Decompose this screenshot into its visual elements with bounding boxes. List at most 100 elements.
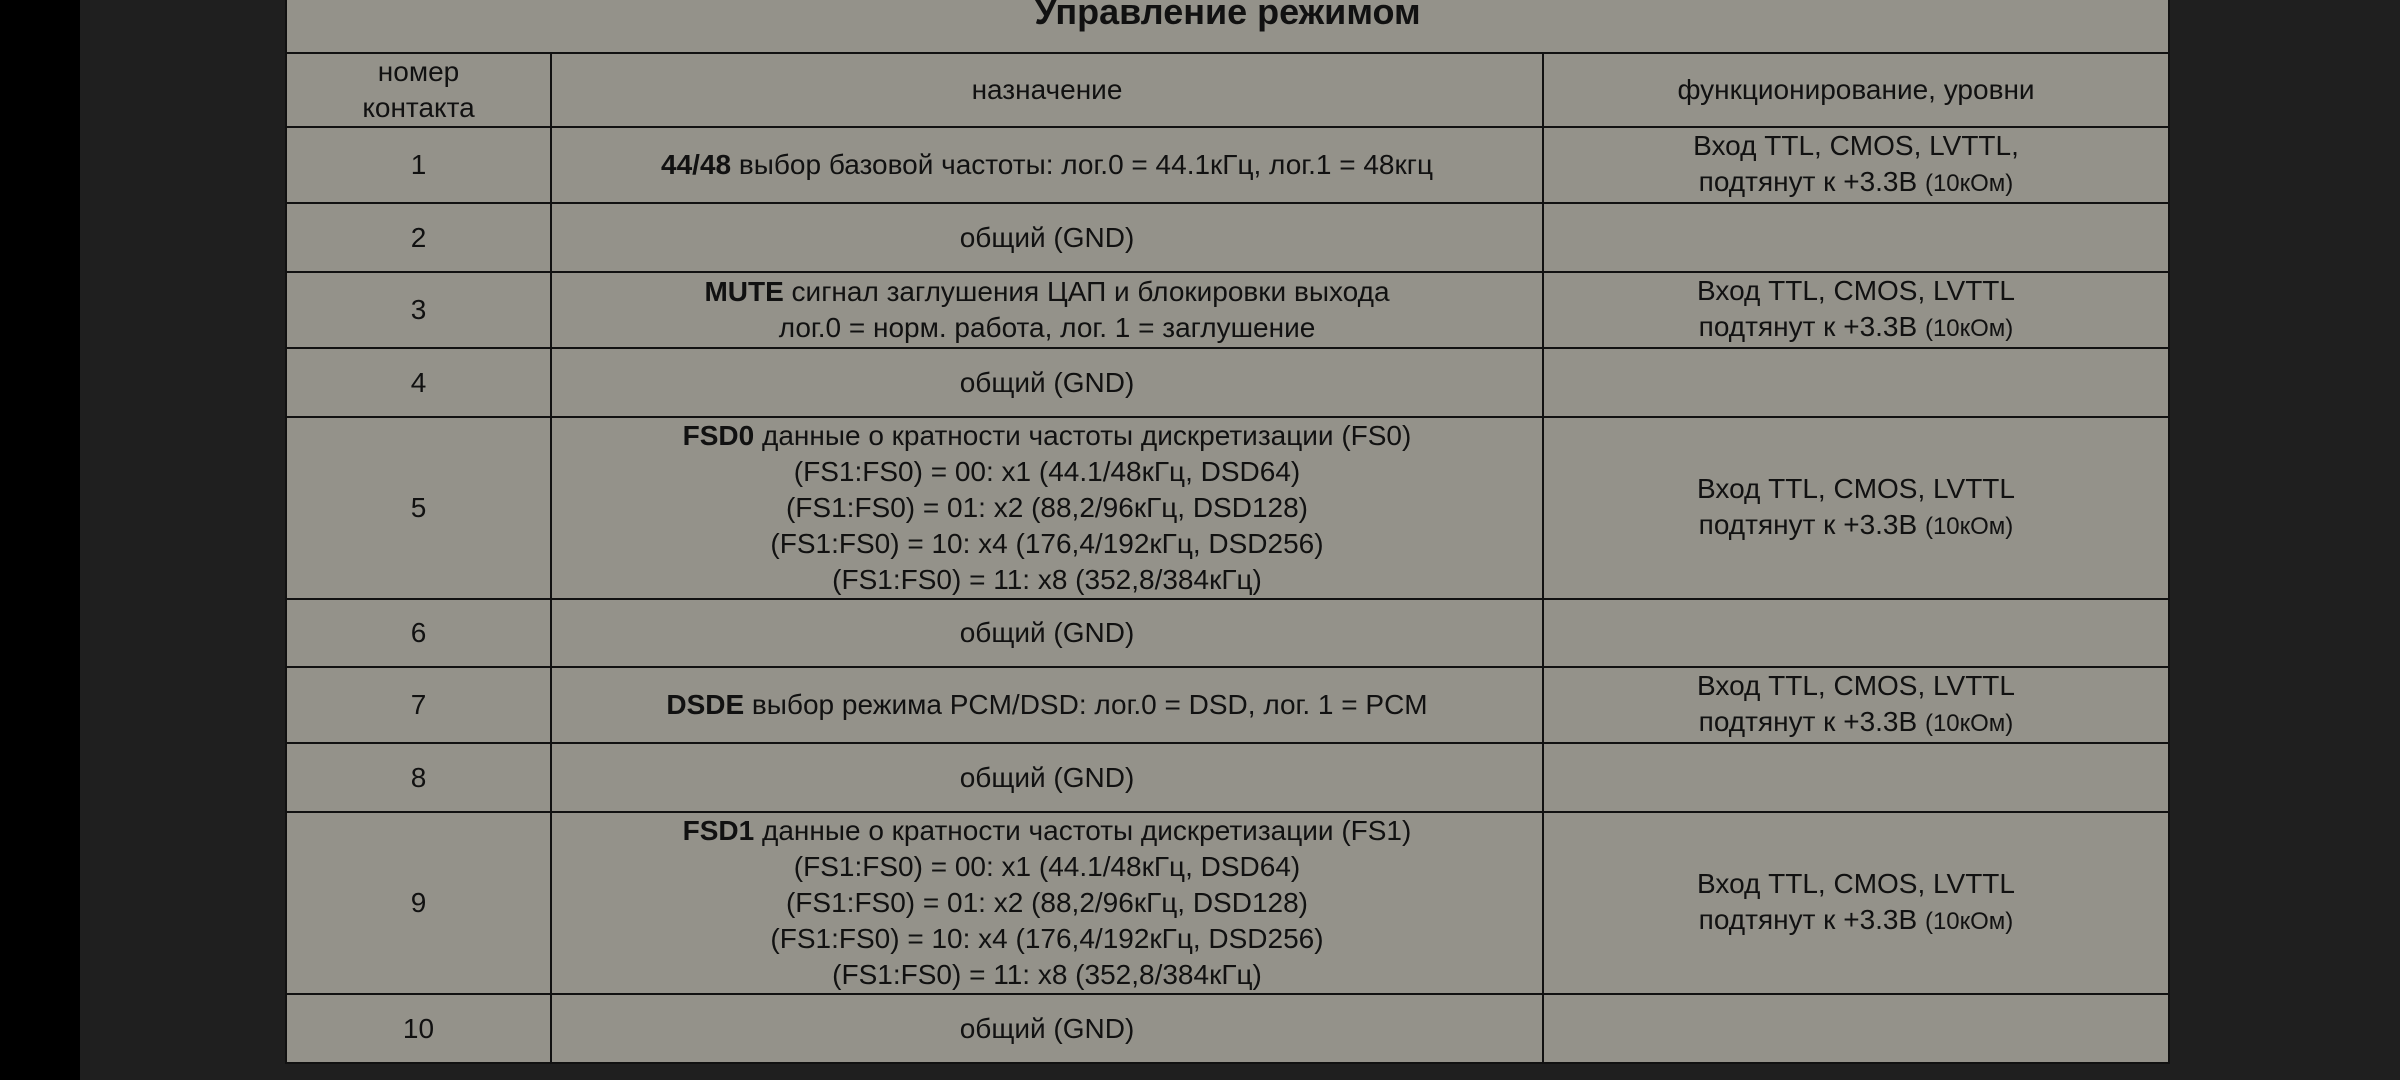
purpose-cell: MUTE сигнал заглушения ЦАП и блокировки … <box>550 271 1544 349</box>
purpose-line: общий (GND) <box>558 220 1536 256</box>
mode-control-table-sheet: Управление режимом номер контакта назнач… <box>285 0 2170 1064</box>
pin-number: 2 <box>287 202 552 273</box>
function-cell: Вход TTL, CMOS, LVTTL подтянут к +3.3В (… <box>1542 811 2168 995</box>
pin-table: номер контакта назначение функционирован… <box>287 54 2168 1062</box>
resistor-value: (10кОм) <box>1924 513 2014 540</box>
header-pin-line: контакта <box>362 92 475 123</box>
table-row: 1 44/48 выбор базовой частоты: лог.0 = 4… <box>287 126 2168 204</box>
signal-name: FSD0 <box>682 420 755 451</box>
function-line: подтянут к +3.3В (10кОм) <box>1550 164 2162 202</box>
purpose-line: лог.0 = норм. работа, лог. 1 = заглушени… <box>558 310 1536 346</box>
purpose-text: выбор режима PCM/DSD: лог.0 = DSD, лог. … <box>744 689 1428 720</box>
header-function: функционирование, уровни <box>1542 54 2168 128</box>
function-cell: Вход TTL, CMOS, LVTTL подтянут к +3.3В (… <box>1542 666 2168 744</box>
pin-number: 1 <box>287 126 552 204</box>
table-row: 2 общий (GND) <box>287 202 2168 273</box>
purpose-line: общий (GND) <box>558 365 1536 401</box>
purpose-line: (FS1:FS0) = 01: x2 (88,2/96кГц, DSD128) <box>558 490 1536 526</box>
purpose-line: общий (GND) <box>558 615 1536 651</box>
function-cell: Вход TTL, CMOS, LVTTL подтянут к +3.3В (… <box>1542 416 2168 600</box>
pin-number: 4 <box>287 347 552 418</box>
header-purpose: назначение <box>550 54 1544 128</box>
purpose-text: (FS1:FS0) = 01: x2 (88,2/96кГц, DSD128) <box>785 887 1308 918</box>
signal-name: MUTE <box>704 276 784 307</box>
purpose-cell: общий (GND) <box>550 993 1544 1062</box>
purpose-text: (FS1:FS0) = 11: x8 (352,8/384кГц) <box>832 564 1262 595</box>
purpose-line: MUTE сигнал заглушения ЦАП и блокировки … <box>558 274 1536 310</box>
purpose-text: лог.0 = норм. работа, лог. 1 = заглушени… <box>778 312 1316 343</box>
purpose-line: (FS1:FS0) = 11: x8 (352,8/384кГц) <box>558 562 1536 598</box>
pin-number: 10 <box>287 993 552 1062</box>
pin-number: 6 <box>287 598 552 668</box>
purpose-line: (FS1:FS0) = 00: x1 (44.1/48кГц, DSD64) <box>558 849 1536 885</box>
purpose-cell: DSDE выбор режима PCM/DSD: лог.0 = DSD, … <box>550 666 1544 744</box>
purpose-cell: 44/48 выбор базовой частоты: лог.0 = 44.… <box>550 126 1544 204</box>
function-cell <box>1542 742 2168 813</box>
purpose-text: общий (GND) <box>959 761 1135 793</box>
function-line: Вход TTL, CMOS, LVTTL <box>1697 473 2015 504</box>
purpose-text: (FS1:FS0) = 10: x4 (176,4/192кГц, DSD256… <box>770 528 1324 559</box>
table-row: 4 общий (GND) <box>287 347 2168 418</box>
function-line: Вход TTL, CMOS, LVTTL <box>1697 275 2015 306</box>
purpose-line: (FS1:FS0) = 11: x8 (352,8/384кГц) <box>558 957 1536 993</box>
signal-name: 44/48 <box>661 149 732 180</box>
pullup-text: подтянут к +3.3В <box>1698 311 1925 342</box>
purpose-text: общий (GND) <box>959 366 1135 398</box>
pin-number: 9 <box>287 811 552 995</box>
purpose-line: FSD1 данные о кратности частоты дискрети… <box>558 813 1536 849</box>
purpose-cell: FSD0 данные о кратности частоты дискрети… <box>550 416 1544 600</box>
function-line: подтянут к +3.3В (10кОм) <box>1550 902 2162 940</box>
pullup-text: подтянут к +3.3В <box>1698 166 1925 197</box>
purpose-line: 44/48 выбор базовой частоты: лог.0 = 44.… <box>558 147 1536 183</box>
function-cell <box>1542 347 2168 418</box>
purpose-line: общий (GND) <box>558 760 1536 796</box>
signal-name: DSDE <box>666 689 745 720</box>
table-row: 10 общий (GND) <box>287 993 2168 1062</box>
table-row: 3 MUTE сигнал заглушения ЦАП и блокировк… <box>287 271 2168 349</box>
purpose-text: данные о кратности частоты дискретизации… <box>754 815 1412 846</box>
purpose-cell: общий (GND) <box>550 347 1544 418</box>
purpose-line: DSDE выбор режима PCM/DSD: лог.0 = DSD, … <box>558 687 1536 723</box>
pin-number: 3 <box>287 271 552 349</box>
signal-name: FSD1 <box>682 815 755 846</box>
purpose-line: (FS1:FS0) = 00: x1 (44.1/48кГц, DSD64) <box>558 454 1536 490</box>
pullup-text: подтянут к +3.3В <box>1698 904 1925 935</box>
purpose-text: (FS1:FS0) = 01: x2 (88,2/96кГц, DSD128) <box>785 492 1308 523</box>
header-pin: номер контакта <box>287 54 552 128</box>
table-row: 8 общий (GND) <box>287 742 2168 813</box>
function-cell: Вход TTL, CMOS, LVTTL, подтянут к +3.3В … <box>1542 126 2168 204</box>
purpose-text: выбор базовой частоты: лог.0 = 44.1кГц, … <box>731 149 1433 180</box>
pullup-text: подтянут к +3.3В <box>1698 509 1925 540</box>
table-row: 5 FSD0 данные о кратности частоты дискре… <box>287 416 2168 600</box>
purpose-text: общий (GND) <box>959 617 1135 648</box>
resistor-value: (10кОм) <box>1924 908 2014 935</box>
purpose-cell: общий (GND) <box>550 202 1544 273</box>
header-pin-line: номер <box>377 56 460 87</box>
purpose-text: (FS1:FS0) = 00: x1 (44.1/48кГц, DSD64) <box>793 851 1301 882</box>
function-cell <box>1542 202 2168 273</box>
function-line: Вход TTL, CMOS, LVTTL <box>1697 670 2015 701</box>
table-title: Управление режимом <box>287 0 2168 54</box>
pullup-text: подтянут к +3.3В <box>1698 706 1925 737</box>
purpose-text: общий (GND) <box>959 1012 1135 1044</box>
purpose-cell: общий (GND) <box>550 598 1544 668</box>
pin-number: 8 <box>287 742 552 813</box>
function-line: подтянут к +3.3В (10кОм) <box>1550 507 2162 545</box>
function-cell: Вход TTL, CMOS, LVTTL подтянут к +3.3В (… <box>1542 271 2168 349</box>
purpose-text: данные о кратности частоты дискретизации… <box>754 420 1412 451</box>
purpose-text: (FS1:FS0) = 11: x8 (352,8/384кГц) <box>832 959 1262 990</box>
purpose-line: (FS1:FS0) = 10: x4 (176,4/192кГц, DSD256… <box>558 921 1536 957</box>
function-line: подтянут к +3.3В (10кОм) <box>1550 309 2162 347</box>
purpose-text: (FS1:FS0) = 00: x1 (44.1/48кГц, DSD64) <box>793 456 1301 487</box>
purpose-cell: FSD1 данные о кратности частоты дискрети… <box>550 811 1544 995</box>
purpose-text: общий (GND) <box>959 221 1135 253</box>
function-cell <box>1542 993 2168 1062</box>
table-header-row: номер контакта назначение функционирован… <box>287 54 2168 128</box>
resistor-value: (10кОм) <box>1924 170 2014 197</box>
pin-number: 5 <box>287 416 552 600</box>
purpose-line: (FS1:FS0) = 01: x2 (88,2/96кГц, DSD128) <box>558 885 1536 921</box>
purpose-line: FSD0 данные о кратности частоты дискрети… <box>558 418 1536 454</box>
resistor-value: (10кОм) <box>1924 315 2014 342</box>
resistor-value: (10кОм) <box>1924 710 2014 737</box>
purpose-line: (FS1:FS0) = 10: x4 (176,4/192кГц, DSD256… <box>558 526 1536 562</box>
